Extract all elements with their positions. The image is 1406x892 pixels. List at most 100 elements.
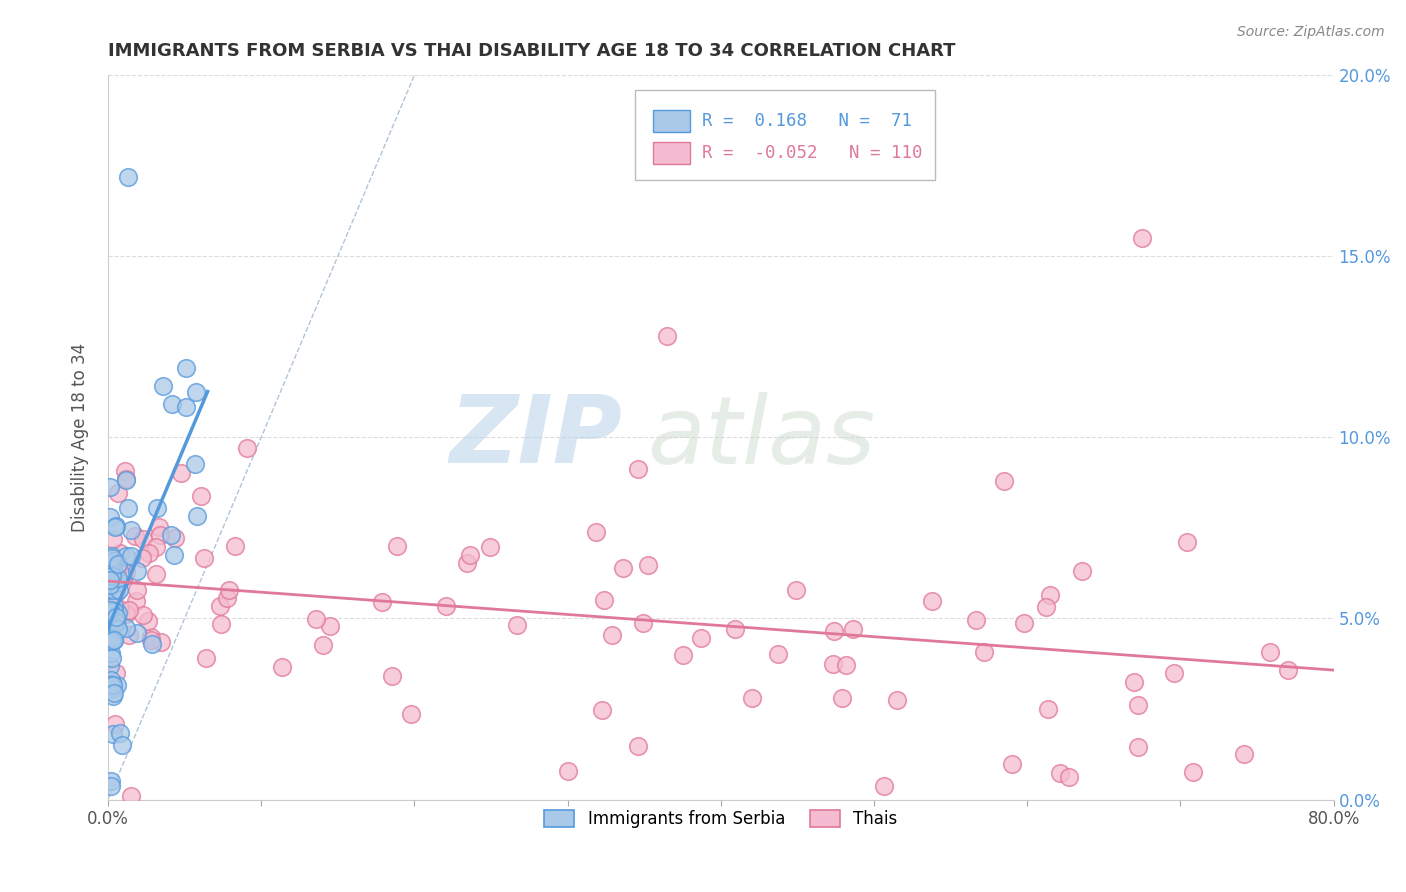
Point [100,549,122,564]
Point [190,489,212,503]
Point [152,379,174,393]
Point [224,539,246,553]
Point [101,532,124,546]
Point [100,572,122,586]
Point [114,607,136,622]
Point [107,486,129,500]
Point [107,558,129,572]
Point [162,397,184,411]
Point [831,690,853,705]
Text: R =  0.168   N =  71: R = 0.168 N = 71 [703,112,912,130]
Point [100,779,122,793]
Point [381,669,404,683]
Point [100,774,122,789]
Point [101,587,124,601]
Point [271,660,294,674]
Point [873,780,896,794]
Point [478,540,501,554]
Point [186,509,208,524]
Point [101,554,124,568]
Point [105,666,128,681]
Point [98,582,121,596]
Text: ZIP: ZIP [450,392,623,483]
Point [1057,770,1080,784]
Point [1001,757,1024,772]
Point [136,615,159,629]
Text: R =  -0.052   N = 110: R = -0.052 N = 110 [703,144,922,161]
Point [672,648,695,663]
Point [111,738,134,752]
Point [115,472,138,486]
Point [103,686,125,700]
Point [101,582,124,597]
Legend: Immigrants from Serbia, Thais: Immigrants from Serbia, Thais [537,803,904,835]
Point [98,602,121,616]
Point [637,558,659,573]
Point [110,566,132,581]
Point [193,551,215,566]
Point [110,725,132,739]
Point [100,632,122,646]
Point [236,441,259,455]
Point [724,623,747,637]
Point [305,612,328,626]
Point [458,548,481,562]
Point [115,473,138,487]
Point [103,682,125,697]
Point [115,621,138,635]
Point [319,619,342,633]
Point [108,546,131,560]
Text: IMMIGRANTS FROM SERBIA VS THAI DISABILITY AGE 18 TO 34 CORRELATION CHART: IMMIGRANTS FROM SERBIA VS THAI DISABILIT… [108,42,956,60]
Point [101,678,124,692]
Point [1130,231,1153,245]
Point [117,169,139,184]
Point [97,568,120,582]
Point [842,622,865,636]
Point [139,633,162,648]
Point [886,693,908,707]
Point [174,361,197,376]
Point [124,529,146,543]
Point [149,528,172,542]
Point [1181,764,1204,779]
Point [98,558,121,572]
Point [115,564,138,578]
Point [208,599,231,613]
Point [105,519,128,533]
Point [107,571,129,585]
Point [138,546,160,560]
Point [1175,535,1198,549]
Point [114,464,136,478]
Point [921,594,943,608]
Point [103,520,125,534]
Point [145,567,167,582]
Point [184,457,207,471]
FancyBboxPatch shape [654,110,690,132]
Point [633,616,655,631]
Point [132,607,155,622]
Point [101,650,124,665]
Point [100,678,122,692]
Point [385,539,408,553]
Point [100,578,122,592]
Point [741,690,763,705]
Point [585,525,607,540]
Point [1036,702,1059,716]
Point [1071,564,1094,578]
Point [141,637,163,651]
Point [1277,663,1299,677]
Y-axis label: Disability Age 18 to 34: Disability Age 18 to 34 [72,343,89,532]
Point [111,570,134,584]
Point [1035,600,1057,615]
Point [1049,765,1071,780]
Point [1258,645,1281,659]
Point [218,582,240,597]
Point [557,764,579,778]
Point [103,631,125,645]
Point [118,628,141,642]
Point [1039,588,1062,602]
Point [163,548,186,562]
Point [150,635,173,649]
Point [98,621,121,635]
Point [434,599,457,613]
